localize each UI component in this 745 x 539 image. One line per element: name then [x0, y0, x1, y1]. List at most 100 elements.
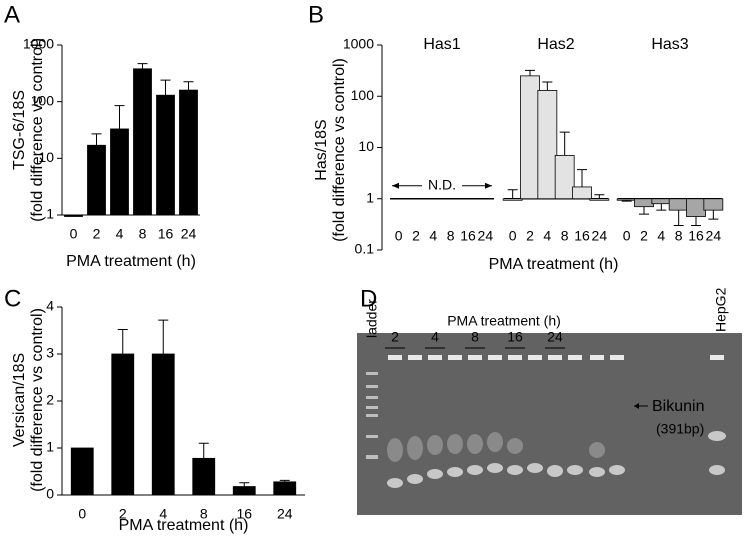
bar	[70, 447, 94, 496]
y-tick-label: 1	[46, 439, 54, 455]
group-title: Has1	[423, 36, 460, 53]
y-axis-label: (fold difference vs control)	[29, 308, 46, 492]
bar	[273, 481, 297, 496]
x-tick-label: 0	[623, 228, 631, 244]
panel-letter: C	[4, 285, 21, 312]
bar	[502, 198, 523, 201]
x-tick-label: 0	[509, 228, 517, 244]
error-bar	[639, 206, 649, 215]
x-tick-label: 2	[526, 228, 534, 244]
y-tick-label: 10	[358, 138, 374, 154]
y-tick-label: 3	[46, 345, 54, 361]
error-bar	[559, 131, 570, 156]
bar	[133, 68, 152, 216]
y-tick-label: 100	[351, 87, 375, 103]
y-axis-label: Has/18S	[313, 119, 330, 180]
band-size: (391bp)	[656, 421, 704, 437]
y-tick-label: 1	[46, 206, 54, 222]
bar	[232, 486, 256, 496]
y-tick-label: 10	[38, 149, 54, 165]
bar	[110, 128, 129, 216]
bar	[156, 94, 175, 216]
error-bar	[691, 216, 701, 227]
error-bar	[198, 442, 209, 459]
x-tick-label: 24	[706, 228, 722, 244]
bar	[589, 198, 610, 201]
error-bar	[114, 105, 125, 129]
control-label: HepG2	[713, 287, 729, 332]
panel-letter: A	[4, 1, 20, 28]
annotation: N.D.	[428, 176, 456, 192]
x-tick-label: 4	[159, 506, 167, 522]
y-tick-label: 1000	[343, 36, 374, 52]
annotation-bg	[422, 176, 462, 195]
x-tick-label: 0	[70, 226, 78, 242]
x-tick-label: 0	[78, 506, 86, 522]
x-tick-label: 2	[412, 228, 420, 244]
error-bar	[525, 69, 535, 76]
gel-title: PMA treatment (h)	[447, 313, 561, 329]
bar	[537, 90, 558, 200]
x-tick-label: 16	[460, 228, 476, 244]
bar	[651, 198, 672, 205]
bar	[634, 198, 654, 208]
x-tick-label: 8	[675, 228, 683, 244]
ladder-label: ladder	[364, 299, 380, 338]
x-axis-label: PMA treatment (h)	[66, 253, 196, 270]
y-tick-label: 0	[46, 486, 54, 502]
bar	[87, 144, 106, 216]
error-bar	[594, 194, 605, 199]
y-tick-label: 2	[46, 392, 54, 408]
x-tick-label: 2	[93, 226, 101, 242]
bar	[520, 75, 540, 200]
x-tick-label: 16	[158, 226, 174, 242]
error-bar	[117, 329, 128, 354]
x-axis-label: PMA treatment (h)	[119, 517, 249, 534]
error-bar	[542, 81, 553, 91]
y-axis-label: (fold difference vs control)	[331, 58, 348, 242]
error-bar	[708, 210, 719, 220]
bar	[703, 198, 724, 211]
group-title: Has2	[537, 36, 574, 53]
error-bar	[621, 199, 632, 202]
x-tick-label: 24	[478, 228, 494, 244]
y-axis-label: TSG-6/18S	[11, 90, 28, 170]
x-tick-label: 2	[119, 506, 127, 522]
error-bar	[279, 479, 290, 482]
bar	[686, 198, 706, 217]
panel-letter: B	[308, 1, 324, 28]
lane-label: 8	[471, 329, 479, 345]
error-bar	[137, 63, 148, 69]
lane-label: 24	[547, 329, 563, 345]
bar	[179, 89, 198, 216]
x-tick-label: 4	[429, 228, 437, 244]
group-title: Has3	[651, 36, 688, 53]
x-tick-label: 4	[543, 228, 551, 244]
bar	[192, 457, 216, 496]
x-tick-label: 16	[236, 506, 252, 522]
band-label: Bikunin	[652, 398, 704, 415]
y-tick-label: 1	[366, 189, 374, 205]
lane-label: 16	[507, 329, 523, 345]
error-bar	[160, 79, 171, 96]
bar	[572, 186, 592, 200]
bar	[151, 353, 175, 496]
error-bar	[577, 169, 587, 187]
x-tick-label: 8	[200, 506, 208, 522]
x-tick-label: 24	[181, 226, 197, 242]
x-tick-label: 8	[139, 226, 147, 242]
y-tick-label: 0.1	[355, 241, 375, 257]
y-axis-label: (fold difference vs control)	[29, 38, 46, 222]
x-tick-label: 16	[574, 228, 590, 244]
x-tick-label: 16	[688, 228, 704, 244]
error-bar	[239, 482, 250, 487]
x-axis-label: PMA treatment (h)	[489, 256, 619, 273]
gel-image	[357, 333, 742, 515]
x-tick-label: 2	[640, 228, 648, 244]
y-tick-label: 4	[46, 298, 54, 314]
y-tick-label: 100	[31, 92, 55, 108]
x-tick-label: 0	[395, 228, 403, 244]
y-axis-label: Versican/18S	[11, 353, 28, 447]
x-tick-label: 24	[277, 506, 293, 522]
